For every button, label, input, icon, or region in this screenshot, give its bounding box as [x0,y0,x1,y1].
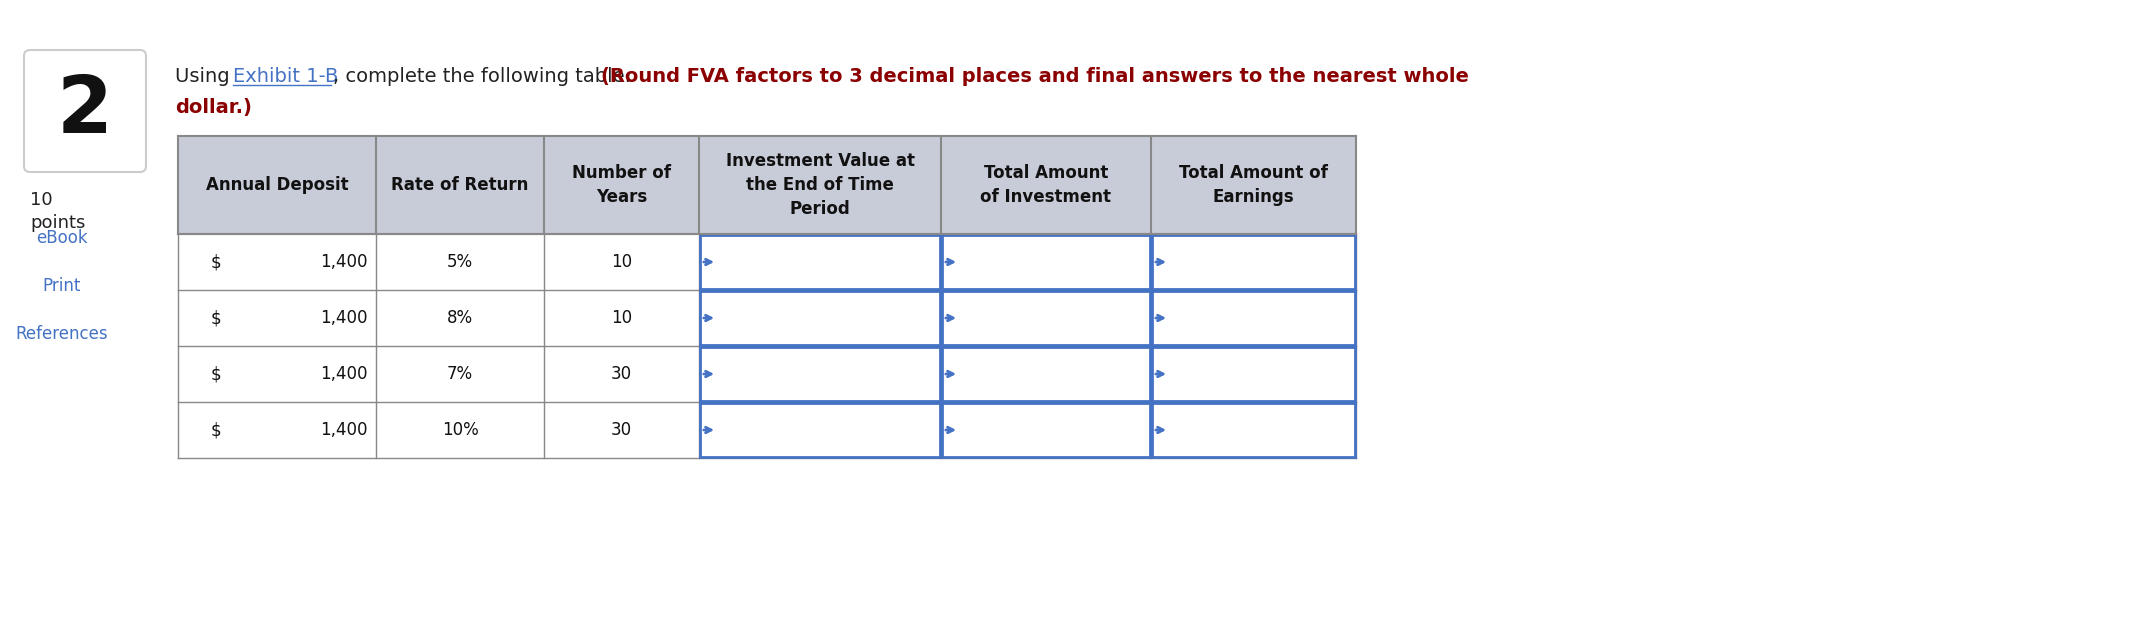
Text: 30: 30 [612,421,631,439]
Bar [699,403,940,457]
Text: 2: 2 [58,72,113,150]
Text: 1,400: 1,400 [320,253,369,271]
Bar [177,402,1356,458]
Bar [1151,347,1356,401]
Text: 10: 10 [612,253,631,271]
Text: Annual Deposit: Annual Deposit [205,176,348,194]
Text: points: points [30,214,85,232]
FancyBboxPatch shape [23,50,145,172]
Bar [1151,235,1356,289]
Text: (Round FVA factors to 3 decimal places and final answers to the nearest whole: (Round FVA factors to 3 decimal places a… [601,66,1469,86]
Text: Rate of Return: Rate of Return [392,176,529,194]
Text: dollar.): dollar.) [175,98,252,118]
Text: 30: 30 [612,365,631,383]
Text: Total Amount
of Investment: Total Amount of Investment [981,164,1111,206]
Text: $: $ [211,365,222,383]
Text: , complete the following table.: , complete the following table. [333,66,637,86]
Text: 1,400: 1,400 [320,421,369,439]
Text: $: $ [211,421,222,439]
Text: $: $ [211,253,222,271]
Text: Total Amount of
Earnings: Total Amount of Earnings [1179,164,1328,206]
Text: 8%: 8% [448,309,473,327]
Bar [942,403,1149,457]
Text: $: $ [211,309,222,327]
Text: Using: Using [175,66,237,86]
Text: 10: 10 [612,309,631,327]
Text: 1,400: 1,400 [320,309,369,327]
Bar [1151,291,1356,345]
Text: 1,400: 1,400 [320,365,369,383]
Text: Print: Print [43,277,81,295]
Text: 7%: 7% [448,365,473,383]
Bar [699,235,940,289]
Text: References: References [15,325,109,343]
Bar [177,234,1356,290]
Text: 10: 10 [30,191,53,209]
Bar [699,347,940,401]
Text: Exhibit 1-B: Exhibit 1-B [232,66,339,86]
Bar [942,291,1149,345]
Bar [942,347,1149,401]
Bar [177,346,1356,402]
Text: eBook: eBook [36,229,87,247]
Bar [1151,403,1356,457]
Bar [177,136,1356,234]
Text: Number of
Years: Number of Years [571,164,672,206]
Text: 5%: 5% [448,253,473,271]
Text: 10%: 10% [441,421,478,439]
Bar [942,235,1149,289]
Text: Investment Value at
the End of Time
Period: Investment Value at the End of Time Peri… [725,152,915,218]
Bar [177,290,1356,346]
Bar [699,291,940,345]
